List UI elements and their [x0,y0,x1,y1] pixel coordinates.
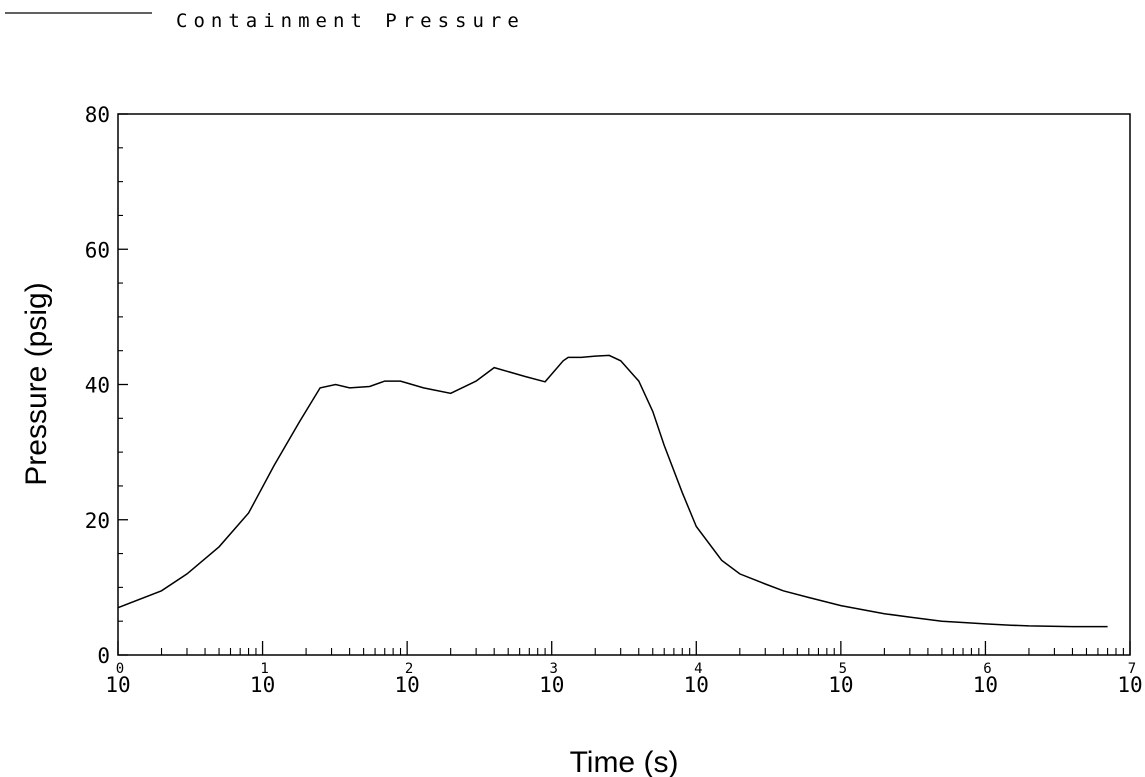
y-axis: 0 20 40 60 80 [85,103,128,668]
x-tick-label: 10 [250,673,275,697]
y-tick-label: 0 [97,644,110,668]
y-tick-label: 80 [85,103,110,127]
x-tick-exponent: 1 [260,661,268,677]
plot-frame [117,113,1131,656]
x-tick-exponent: 0 [116,661,124,677]
x-tick-label: 10 [105,673,130,697]
x-tick-label: 10 [684,673,709,697]
x-tick-exponent: 4 [694,661,702,677]
legend: Containment Pressure [5,10,525,32]
x-tick-label: 10 [539,673,564,697]
x-tick-exponent: 6 [983,661,991,677]
x-tick-exponent: 3 [549,661,557,677]
y-axis-label: Pressure (psig) [20,282,53,485]
x-tick-label: 10 [828,673,853,697]
x-tick-exponent: 7 [1128,661,1136,677]
y-tick-label: 40 [85,374,110,398]
x-tick-label: 10 [1117,673,1142,697]
x-tick-exponent: 2 [405,661,413,677]
x-axis-label: Time (s) [570,746,679,777]
x-tick-label: 10 [973,673,998,697]
x-tick-label: 10 [394,673,419,697]
y-tick-label: 60 [85,238,110,262]
y-tick-label: 20 [85,509,110,533]
legend-label: Containment Pressure [176,10,525,32]
x-tick-exponent: 5 [839,661,847,677]
series-line-containment-pressure [117,354,1108,628]
